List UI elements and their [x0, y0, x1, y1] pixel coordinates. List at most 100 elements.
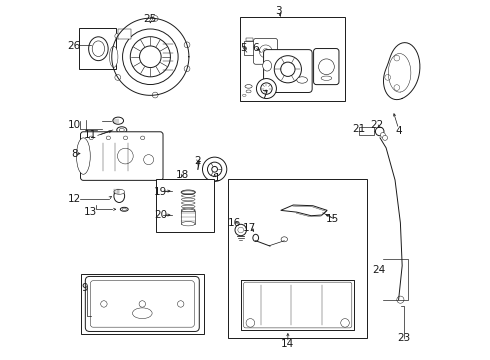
Text: 13: 13: [84, 207, 98, 217]
Ellipse shape: [297, 77, 308, 83]
Text: 16: 16: [228, 218, 241, 228]
Text: 2: 2: [195, 156, 201, 166]
Ellipse shape: [122, 208, 126, 210]
Bar: [228, 179, 367, 338]
Circle shape: [318, 59, 334, 75]
Ellipse shape: [181, 222, 195, 226]
Text: 19: 19: [154, 187, 167, 197]
Text: 17: 17: [243, 222, 256, 233]
Circle shape: [144, 155, 154, 165]
Bar: [79, 28, 117, 69]
Circle shape: [184, 42, 190, 48]
Bar: [359, 127, 373, 135]
Ellipse shape: [246, 90, 251, 93]
Ellipse shape: [263, 60, 271, 71]
FancyBboxPatch shape: [314, 49, 339, 85]
Circle shape: [152, 15, 158, 21]
Circle shape: [202, 157, 227, 181]
Circle shape: [397, 296, 404, 303]
Circle shape: [177, 301, 184, 307]
Bar: [181, 211, 195, 224]
Ellipse shape: [114, 190, 124, 203]
Circle shape: [246, 319, 255, 327]
Text: 3: 3: [275, 6, 282, 17]
Circle shape: [140, 46, 161, 68]
Bar: [81, 274, 204, 334]
Circle shape: [281, 62, 295, 76]
Text: 25: 25: [144, 14, 157, 23]
Circle shape: [122, 29, 178, 85]
Ellipse shape: [76, 138, 90, 174]
Text: 11: 11: [84, 130, 98, 140]
Text: 5: 5: [240, 43, 247, 53]
Circle shape: [380, 132, 386, 138]
Circle shape: [341, 319, 349, 327]
Text: 26: 26: [68, 41, 81, 51]
Ellipse shape: [281, 237, 288, 242]
Circle shape: [115, 75, 121, 80]
Circle shape: [375, 127, 384, 136]
FancyBboxPatch shape: [85, 276, 199, 332]
Ellipse shape: [89, 136, 94, 140]
Ellipse shape: [141, 136, 145, 140]
Circle shape: [385, 75, 391, 80]
Bar: [246, 38, 252, 41]
Circle shape: [118, 148, 133, 164]
Text: 21: 21: [353, 124, 366, 134]
Ellipse shape: [321, 76, 332, 80]
Polygon shape: [281, 205, 327, 216]
Circle shape: [256, 78, 276, 99]
Text: 1: 1: [214, 173, 220, 183]
Text: 12: 12: [68, 194, 81, 203]
Ellipse shape: [181, 208, 195, 212]
Text: 24: 24: [372, 265, 386, 275]
Ellipse shape: [117, 127, 127, 133]
Text: 14: 14: [281, 339, 294, 348]
Ellipse shape: [181, 190, 196, 195]
Circle shape: [139, 301, 146, 307]
Circle shape: [274, 56, 301, 83]
Text: 8: 8: [71, 149, 77, 158]
Ellipse shape: [89, 37, 108, 60]
Circle shape: [394, 85, 400, 90]
Ellipse shape: [245, 85, 252, 88]
Circle shape: [184, 66, 190, 72]
Ellipse shape: [119, 129, 124, 132]
Ellipse shape: [106, 136, 111, 140]
Ellipse shape: [92, 41, 104, 57]
Bar: [245, 41, 255, 55]
Ellipse shape: [123, 136, 128, 140]
Text: 6: 6: [252, 43, 259, 53]
Ellipse shape: [132, 308, 152, 319]
Circle shape: [259, 45, 272, 58]
Ellipse shape: [121, 207, 128, 211]
Circle shape: [394, 55, 400, 61]
Ellipse shape: [243, 94, 246, 96]
Ellipse shape: [253, 234, 259, 242]
Circle shape: [212, 166, 218, 172]
Circle shape: [100, 301, 107, 307]
Text: 9: 9: [82, 283, 88, 293]
Ellipse shape: [114, 189, 124, 194]
Text: 10: 10: [68, 120, 81, 130]
Circle shape: [207, 162, 222, 176]
FancyBboxPatch shape: [80, 132, 163, 180]
Text: 4: 4: [395, 126, 402, 136]
Bar: [118, 28, 131, 39]
FancyBboxPatch shape: [264, 50, 312, 93]
Ellipse shape: [109, 46, 118, 67]
FancyBboxPatch shape: [253, 39, 277, 64]
Circle shape: [383, 135, 388, 140]
Circle shape: [130, 37, 171, 77]
Circle shape: [238, 227, 244, 233]
Text: 20: 20: [154, 210, 167, 220]
Ellipse shape: [113, 117, 123, 124]
Circle shape: [115, 33, 121, 39]
Bar: [240, 18, 345, 102]
Text: 15: 15: [326, 213, 339, 224]
Circle shape: [235, 224, 246, 236]
Circle shape: [261, 83, 272, 94]
Text: 18: 18: [176, 170, 189, 180]
Bar: [156, 179, 214, 232]
Text: 7: 7: [261, 90, 268, 100]
